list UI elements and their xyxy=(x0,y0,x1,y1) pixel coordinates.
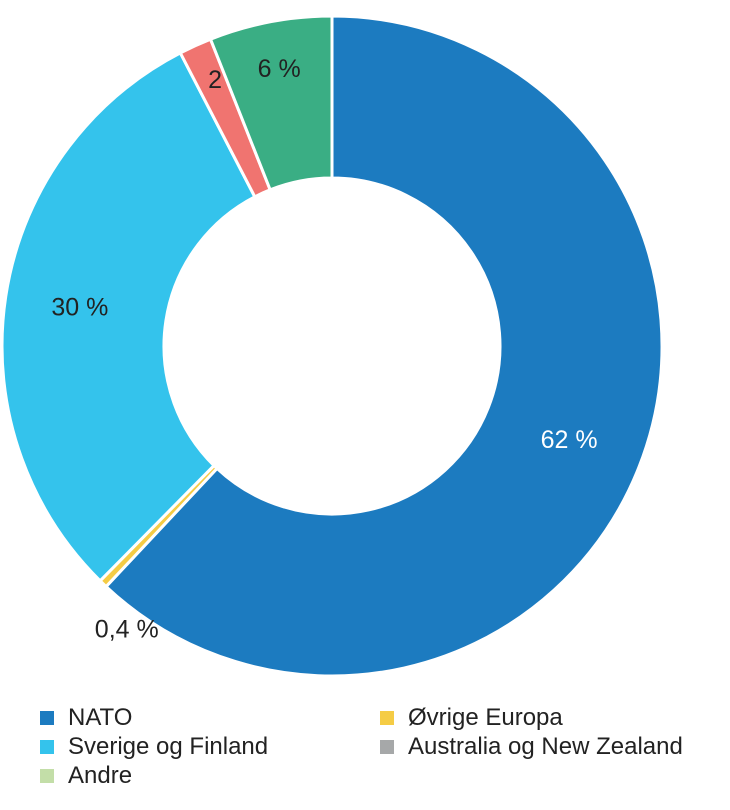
legend-swatch-nato xyxy=(40,711,54,725)
data-label-ovrige-europa: 0,4 % xyxy=(95,616,159,644)
legend-label-sverige-og-finland: Sverige og Finland xyxy=(68,733,269,760)
data-label-slice-6: 6 % xyxy=(258,55,301,83)
donut-chart: 62 %0,4 %30 %2 %6 % xyxy=(0,14,664,678)
legend-swatch-andre xyxy=(40,769,54,783)
legend-item-sverige-og-finland: Sverige og Finland xyxy=(40,732,268,762)
slice-nato xyxy=(104,14,664,678)
legend-item-ovrige-europa: Øvrige Europa xyxy=(380,703,563,733)
legend-label-andre: Andre xyxy=(68,762,133,789)
slice-sverige-og-finland xyxy=(0,51,257,583)
data-label-nato: 62 % xyxy=(541,426,598,454)
legend-label-ovrige-europa: Øvrige Europa xyxy=(408,704,563,731)
legend-item-andre: Andre xyxy=(40,761,132,791)
legend: NATO Øvrige Europa Sverige og Finland Au… xyxy=(0,700,730,810)
legend-item-australia-og-new-zealand: Australia og New Zealand xyxy=(380,732,683,762)
legend-swatch-ovrige-europa xyxy=(380,711,394,725)
legend-label-australia-og-new-zealand: Australia og New Zealand xyxy=(408,733,683,760)
data-label-sverige-og-finland: 30 % xyxy=(51,294,108,322)
legend-item-nato: NATO xyxy=(40,703,132,733)
legend-label-nato: NATO xyxy=(68,704,133,731)
slice-slice-6 xyxy=(209,14,334,192)
legend-swatch-sverige-og-finland xyxy=(40,740,54,754)
legend-swatch-australia-og-new-zealand xyxy=(380,740,394,754)
